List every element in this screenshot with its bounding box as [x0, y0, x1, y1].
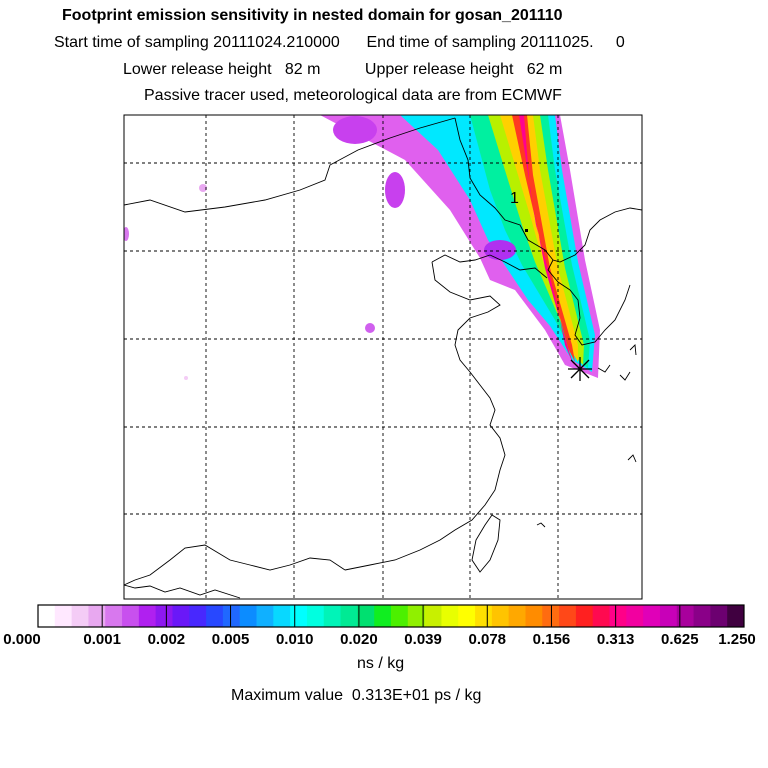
legend-swatch — [88, 605, 106, 627]
legend-frame — [37, 604, 745, 628]
sensitivity-patch — [385, 172, 405, 208]
legend-swatch — [189, 605, 207, 627]
legend-swatch — [643, 605, 661, 627]
coastlines — [124, 117, 642, 599]
map-frame — [123, 114, 643, 600]
tracer-info-line: Passive tracer used, meteorological data… — [144, 87, 562, 104]
legend-swatch — [105, 605, 123, 627]
legend-tick-label: 0.625 — [661, 631, 699, 648]
legend-tick-label: 0.005 — [211, 631, 250, 648]
sensitivity-patch — [333, 116, 377, 144]
legend-swatch — [222, 605, 241, 627]
legend-swatch — [710, 605, 728, 627]
legend-swatch — [727, 605, 745, 627]
legend-swatch — [71, 605, 89, 627]
legend-swatch — [491, 605, 510, 627]
legend-tick-label: 0.078 — [468, 631, 507, 648]
sensitivity-patch — [484, 240, 516, 260]
legend-tick-label: 0.020 — [340, 631, 378, 648]
sensitivity-patch — [124, 227, 129, 241]
legend-swatch — [508, 605, 526, 627]
legend-swatch — [407, 605, 426, 627]
legend-tick-label: 0.039 — [404, 631, 442, 648]
sensitivity-patch — [365, 323, 375, 333]
legend-swatch — [323, 605, 342, 627]
legend-tick-label: 0.156 — [532, 631, 571, 648]
legend-tick-label: 0.010 — [275, 631, 314, 648]
legend-tick-label: 0.313 — [596, 631, 635, 648]
receptor-star-icon — [568, 357, 592, 381]
legend-tick-label: 1.250 — [718, 631, 756, 648]
graticule — [124, 115, 642, 599]
release-height-line: Lower release height 82 m Upper release … — [123, 61, 563, 78]
plume-band — [519, 115, 574, 366]
legend-swatch — [273, 605, 291, 627]
legend-swatch — [626, 605, 644, 627]
legend-swatch — [659, 605, 678, 627]
legend-swatch — [475, 605, 493, 627]
legend-swatch — [542, 605, 560, 627]
plume-layer — [124, 115, 642, 599]
legend-swatch — [172, 605, 190, 627]
legend-swatch — [206, 605, 224, 627]
sampling-time-line: Start time of sampling 20111024.210000 E… — [54, 34, 625, 51]
legend-swatch — [239, 605, 258, 627]
legend-swatch — [340, 605, 358, 627]
legend-swatch — [458, 605, 476, 627]
sensitivity-patch — [199, 184, 207, 192]
legend-swatch — [306, 605, 325, 627]
legend-swatch — [122, 605, 140, 627]
legend-swatch — [38, 605, 56, 627]
legend-swatch — [575, 605, 594, 627]
legend-swatch — [374, 605, 392, 627]
legend-swatch — [290, 605, 308, 627]
legend-swatch — [424, 605, 442, 627]
legend-swatch — [609, 605, 627, 627]
legend-swatch — [592, 605, 611, 627]
legend-tick-label: 0.002 — [147, 631, 186, 648]
sensitivity-patch — [184, 376, 188, 380]
legend-swatch — [676, 605, 695, 627]
legend-tick-label: 0.001 — [83, 631, 121, 648]
figure-title: Footprint emission sensitivity in nested… — [62, 7, 563, 24]
legend-swatch — [256, 605, 274, 627]
plume-band — [512, 115, 575, 362]
legend-swatch — [138, 605, 157, 627]
legend-swatch — [693, 605, 711, 627]
release-point-label: 1 — [510, 190, 519, 207]
legend-swatch — [391, 605, 409, 627]
legend-swatch — [54, 605, 73, 627]
legend-swatch — [155, 605, 173, 627]
release-point-marker — [525, 229, 528, 232]
legend-swatch — [357, 605, 375, 627]
legend-swatch — [559, 605, 577, 627]
legend-units: ns / kg — [357, 655, 405, 672]
legend-tick-label: 0.000 — [3, 631, 41, 648]
maximum-value-text: Maximum value 0.313E+01 ps / kg — [231, 687, 482, 704]
legend-swatch — [525, 605, 543, 627]
legend-swatch — [441, 605, 459, 627]
legend-swatches — [38, 605, 745, 627]
